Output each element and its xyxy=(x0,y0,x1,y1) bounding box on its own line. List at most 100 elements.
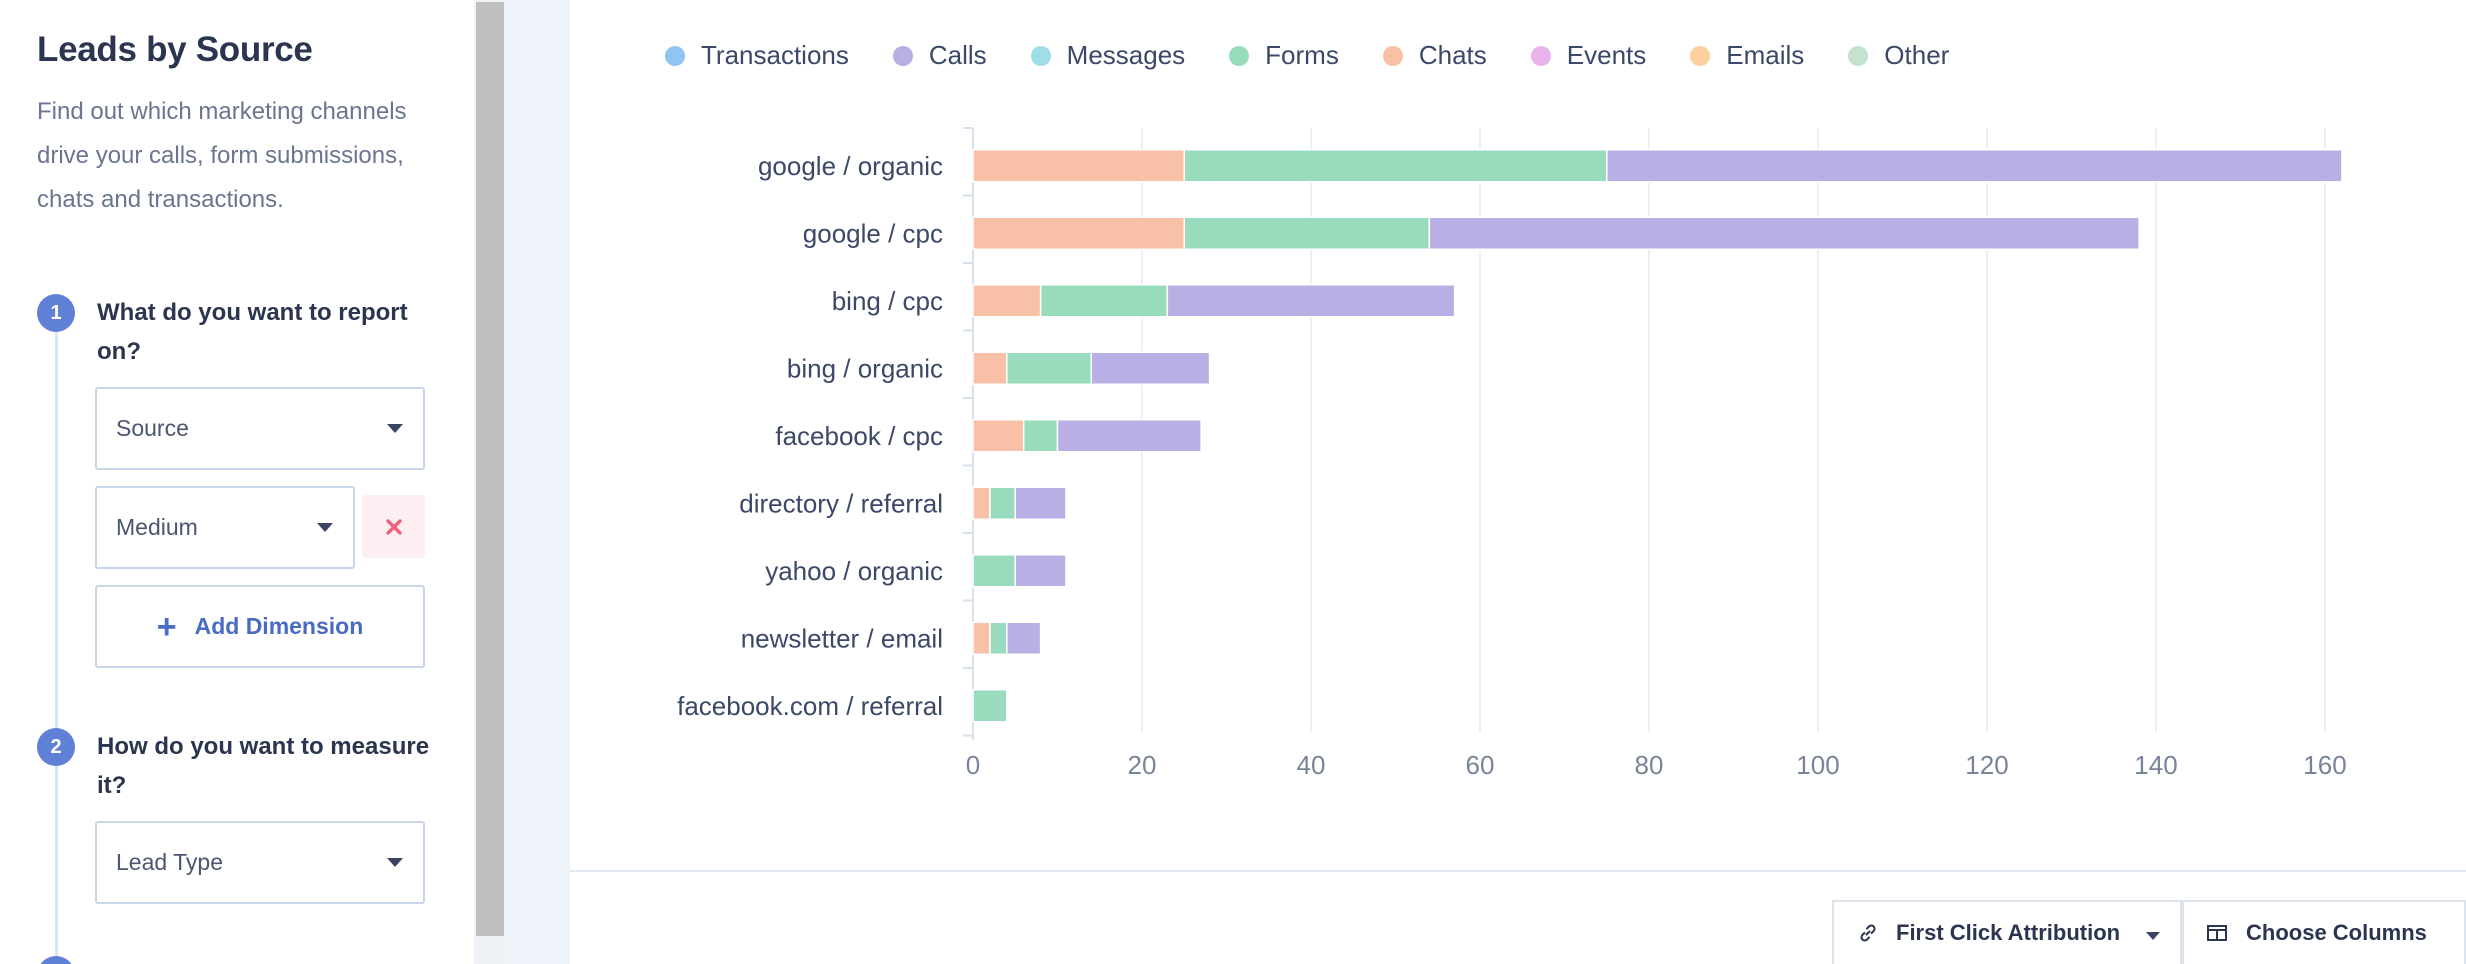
step-1-badge: 1 xyxy=(37,294,75,332)
legend-label: Calls xyxy=(928,40,987,70)
dimension-select-medium-value: Medium xyxy=(116,514,198,540)
legend-item-emails[interactable]: Emails xyxy=(1690,40,1804,71)
legend-swatch xyxy=(1229,45,1250,66)
x-tick-label: 80 xyxy=(1635,750,1664,780)
bar-segment-forms[interactable] xyxy=(1039,284,1169,318)
dimension-select-source[interactable]: Source xyxy=(95,387,425,470)
columns-icon xyxy=(2206,923,2228,943)
x-tick-label: 0 xyxy=(966,750,980,780)
category-label: bing / cpc xyxy=(832,286,943,316)
x-tick-label: 140 xyxy=(2134,750,2177,780)
legend-swatch xyxy=(1382,45,1403,66)
legend-swatch xyxy=(1690,45,1711,66)
bar-segment-chats[interactable] xyxy=(972,149,1185,183)
category-label: bing / organic xyxy=(787,353,943,383)
legend-item-calls[interactable]: Calls xyxy=(892,40,987,71)
bar-segment-calls[interactable] xyxy=(1056,419,1202,453)
bar-segment-calls[interactable] xyxy=(1428,216,2140,250)
legend-label: Emails xyxy=(1726,40,1805,70)
bar-segment-forms[interactable] xyxy=(1022,419,1059,453)
legend-label: Forms xyxy=(1265,40,1339,70)
legend-label: Transactions xyxy=(701,40,849,70)
attribution-dropdown-button[interactable]: First Click Attribution xyxy=(1832,900,2182,964)
bar-segment-chats[interactable] xyxy=(972,216,1185,250)
link-icon xyxy=(1858,923,1878,943)
bar-segment-chats[interactable] xyxy=(972,621,991,655)
bar-segment-calls[interactable] xyxy=(1606,149,2343,183)
category-label: facebook / cpc xyxy=(775,421,943,451)
measure-select[interactable]: Lead Type xyxy=(95,821,425,904)
bar-segment-calls[interactable] xyxy=(1166,284,1456,318)
category-label: directory / referral xyxy=(739,488,943,518)
chevron-down-icon xyxy=(387,857,403,867)
dimension-select-source-value: Source xyxy=(116,415,189,441)
legend-swatch xyxy=(892,45,913,66)
dimension-select-medium[interactable]: Medium xyxy=(95,486,355,569)
chevron-down-icon xyxy=(2146,932,2160,940)
x-tick-label: 100 xyxy=(1796,750,1839,780)
bar-segment-chats[interactable] xyxy=(972,351,1008,385)
report-description: Find out which marketing channels drive … xyxy=(37,98,407,213)
report-sidebar: Leads by Source Find out which marketing… xyxy=(0,0,474,964)
measure-select-value: Lead Type xyxy=(116,849,224,875)
bar-segment-forms[interactable] xyxy=(972,689,1008,723)
chart-legend: Transactions Calls Messages Forms Chats Event… xyxy=(665,40,1993,71)
legend-label: Chats xyxy=(1418,40,1487,70)
bar-segment-calls[interactable] xyxy=(1090,351,1211,385)
legend-item-messages[interactable]: Messages xyxy=(1030,40,1186,71)
legend-swatch xyxy=(1030,45,1051,66)
bar-segment-calls[interactable] xyxy=(1006,621,1042,655)
plus-icon: + xyxy=(156,607,177,646)
section-divider xyxy=(570,870,2466,872)
content-gutter xyxy=(506,0,570,964)
legend-label: Messages xyxy=(1066,40,1186,70)
category-label: newsletter / email xyxy=(741,623,943,653)
category-label: facebook.com / referral xyxy=(677,691,943,721)
legend-swatch xyxy=(1530,45,1551,66)
bar-segment-chats[interactable] xyxy=(972,486,991,520)
report-title: Leads by Source xyxy=(37,30,313,69)
x-tick-label: 20 xyxy=(1128,750,1157,780)
bar-segment-forms[interactable] xyxy=(1183,149,1608,183)
step-1-question: What do you want to report on? xyxy=(97,299,408,365)
attribution-label: First Click Attribution xyxy=(1896,920,2121,945)
legend-item-forms[interactable]: Forms xyxy=(1229,40,1339,71)
x-tick-label: 60 xyxy=(1466,750,1495,780)
choose-columns-button[interactable]: Choose Columns xyxy=(2182,900,2466,964)
bar-segment-calls[interactable] xyxy=(1014,486,1067,520)
category-label: google / cpc xyxy=(803,218,943,248)
bar-segment-forms[interactable] xyxy=(989,621,1008,655)
bar-segment-forms[interactable] xyxy=(972,554,1016,588)
legend-label: Other xyxy=(1884,40,1950,70)
bar-segment-calls[interactable] xyxy=(1014,554,1067,588)
x-tick-label: 120 xyxy=(1965,750,2008,780)
steps-connector-line xyxy=(55,312,58,964)
bar-segment-chats[interactable] xyxy=(972,284,1042,318)
add-dimension-button[interactable]: + Add Dimension xyxy=(95,585,425,668)
remove-dimension-button[interactable] xyxy=(362,495,425,558)
sidebar-scrollbar-thumb[interactable] xyxy=(476,2,504,936)
bar-segment-forms[interactable] xyxy=(989,486,1016,520)
legend-swatch xyxy=(1848,45,1869,66)
legend-swatch xyxy=(665,45,685,66)
step-2-question: How do you want to measure it? xyxy=(97,733,430,799)
x-tick-label: 160 xyxy=(2303,750,2346,780)
bar-segment-chats[interactable] xyxy=(972,419,1025,453)
legend-item-chats[interactable]: Chats xyxy=(1382,40,1487,71)
step-2-badge: 2 xyxy=(37,728,75,766)
category-label: yahoo / organic xyxy=(765,556,943,586)
step-3-badge: 3 xyxy=(37,956,75,964)
add-dimension-label: Add Dimension xyxy=(194,613,364,639)
choose-columns-label: Choose Columns xyxy=(2246,920,2427,945)
bar-segment-forms[interactable] xyxy=(1183,216,1431,250)
category-label: google / organic xyxy=(758,151,943,181)
x-tick-label: 40 xyxy=(1297,750,1326,780)
leads-bar-chart: 020406080100120140160180200220google / o… xyxy=(677,127,2347,780)
chevron-down-icon xyxy=(317,522,333,532)
close-icon xyxy=(385,518,402,535)
bar-segment-forms[interactable] xyxy=(1006,351,1093,385)
legend-item-events[interactable]: Events xyxy=(1530,40,1647,71)
legend-item-transactions[interactable]: Transactions xyxy=(665,40,849,71)
legend-item-other[interactable]: Other xyxy=(1848,40,1949,71)
legend-label: Events xyxy=(1566,40,1647,70)
